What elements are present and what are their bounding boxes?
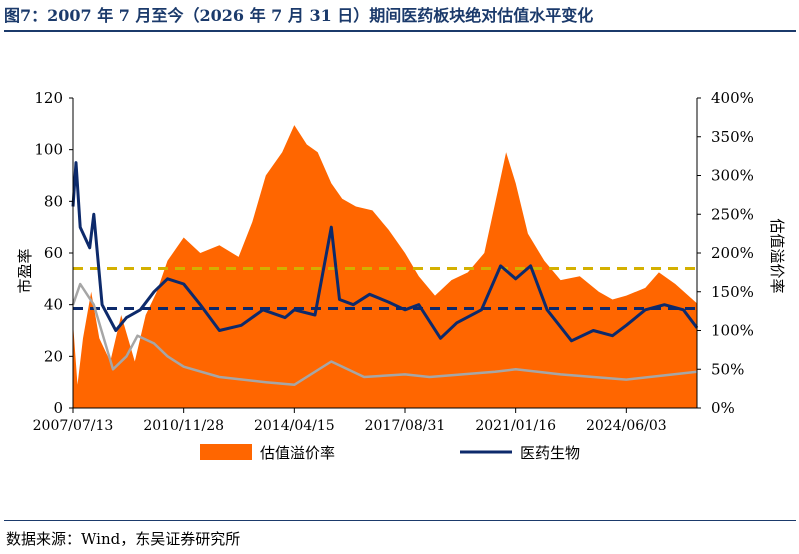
right-tick-label: 400% — [711, 89, 754, 107]
right-tick-label: 100% — [711, 322, 754, 340]
right-tick-label: 150% — [711, 283, 754, 301]
left-tick-label: 40 — [44, 296, 63, 314]
left-tick-label: 0 — [53, 399, 63, 417]
right-tick-label: 200% — [711, 244, 754, 262]
left-tick-label: 120 — [34, 89, 63, 107]
premium-area — [73, 125, 697, 408]
left-tick-label: 20 — [44, 347, 63, 365]
right-tick-label: 350% — [711, 128, 754, 146]
legend-swatch-premium — [200, 444, 252, 460]
axes — [69, 97, 701, 413]
legend: 估值溢价率 医药生物 — [200, 444, 580, 462]
valuation-chart: 0 20 40 60 80 100 120 0% 50% 100% 150% 200% 250% 300%… — [16, 89, 786, 462]
premium-area-layer — [73, 125, 697, 408]
left-tick-label: 60 — [44, 244, 63, 262]
right-axis-label: 估值溢价率 — [768, 218, 786, 293]
title-rule — [4, 30, 796, 32]
right-tick-label: 50% — [711, 360, 744, 378]
source-note: 数据来源：Wind，东吴证券研究所 — [6, 530, 241, 548]
pharma-line-layer — [71, 161, 699, 343]
grey-series-line — [71, 282, 698, 387]
reference-lines — [73, 267, 697, 311]
x-tick-label: 2007/07/13 — [33, 418, 114, 434]
left-axis-label: 市盈率 — [16, 248, 34, 293]
legend-label-premium: 估值溢价率 — [260, 444, 335, 462]
grey-line-layer — [71, 282, 698, 387]
x-tick-label: 2010/11/28 — [143, 418, 224, 434]
figure-title: 图7：2007 年 7 月至今（2026 年 7 月 31 日）期间医药板块绝对… — [4, 6, 594, 25]
x-tick-label: 2017/08/31 — [365, 418, 446, 434]
right-tick-label: 0% — [711, 399, 735, 417]
source-rule — [4, 520, 796, 521]
x-tick-label: 2014/04/15 — [254, 418, 335, 434]
right-tick-label: 250% — [711, 205, 754, 223]
left-tick-label: 80 — [44, 192, 63, 210]
x-tick-label: 2021/01/16 — [475, 418, 556, 434]
right-tick-label: 300% — [711, 167, 754, 185]
left-tick-label: 100 — [34, 141, 63, 159]
legend-label-pharma: 医药生物 — [520, 444, 580, 462]
pharma-series-line — [71, 161, 699, 343]
x-tick-label: 2024/06/03 — [586, 418, 667, 434]
tick-labels: 0 20 40 60 80 100 120 0% 50% 100% 150% 200% 250% 300%… — [33, 89, 754, 434]
